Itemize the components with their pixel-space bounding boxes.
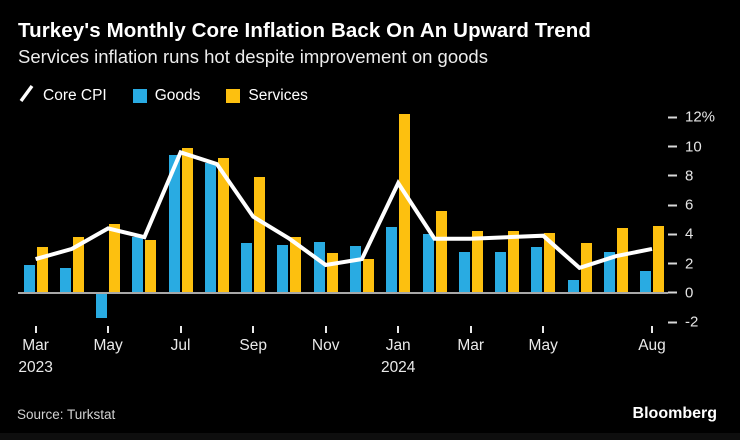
- y-axis: 12% 10 8 6 4 2 0 -2: [668, 109, 738, 342]
- y-axis-label--2: -2: [668, 314, 698, 331]
- goods-bar-dec-2023: [349, 246, 361, 293]
- goods-bar-oct-2023: [277, 244, 289, 293]
- y-axis-label-0: 0: [668, 284, 693, 301]
- legend: Core CPI Goods Services: [18, 84, 308, 107]
- y-axis-label-12: 12%: [668, 109, 715, 126]
- goods-bar-mar-2024: [458, 251, 470, 293]
- y-axis-label-10: 10: [668, 138, 702, 155]
- y-tick-mark: [668, 262, 677, 265]
- goods-bar-mar-2023: [23, 265, 35, 293]
- goods-bar-aug-2023: [204, 162, 216, 293]
- x-axis-label-mar: Mar: [22, 337, 49, 354]
- services-bar-may-2024: [544, 232, 556, 293]
- goods-bar-feb-2024: [422, 234, 434, 293]
- x-tick-mark: [34, 326, 37, 333]
- y-tick-mark: [668, 204, 677, 206]
- services-bar-aug-2024: [653, 225, 664, 293]
- x-tick-mark: [324, 326, 327, 333]
- core-cpi-line: [35, 149, 653, 271]
- y-axis-label-8: 8: [668, 167, 693, 184]
- x-axis-label-may: May: [93, 337, 123, 354]
- goods-bar-apr-2023: [59, 267, 71, 293]
- services-bar-mar-2023: [36, 247, 48, 293]
- x-axis-label-jan: Jan: [385, 337, 411, 354]
- y-tick-mark: [668, 233, 677, 236]
- services-bar-mar-2024: [471, 231, 483, 293]
- plot-area: [18, 110, 668, 322]
- x-axis-year-2023: 2023: [18, 359, 53, 376]
- goods-bar-jan-2024: [386, 227, 398, 293]
- zero-axis-line: [18, 291, 668, 294]
- goods-bar-apr-2024: [495, 251, 506, 293]
- y-axis-label-2: 2: [668, 255, 693, 272]
- legend-item-services: Services: [226, 87, 308, 105]
- x-tick-mark: [107, 326, 110, 333]
- legend-item-core-cpi: Core CPI: [18, 84, 107, 107]
- goods-bar-may-2023: [96, 292, 108, 318]
- x-axis-label-jul: Jul: [170, 337, 191, 354]
- goods-bar-jun-2023: [132, 237, 144, 293]
- services-bar-oct-2023: [290, 237, 302, 293]
- y-tick-mark: [668, 174, 677, 177]
- x-axis-label-nov: Nov: [311, 337, 340, 354]
- services-bar-feb-2024: [435, 210, 447, 293]
- goods-bar-jul-2023: [168, 155, 180, 293]
- x-axis-label-mar: Mar: [457, 337, 485, 354]
- services-bar-jul-2024: [616, 228, 628, 293]
- x-axis-label-aug: Aug: [638, 337, 666, 354]
- goods-bar-jun-2024: [567, 279, 579, 293]
- goods-swatch-icon: [132, 89, 147, 103]
- x-tick-mark: [651, 326, 653, 333]
- goods-bar-aug-2024: [640, 270, 651, 293]
- legend-label-goods: Goods: [154, 87, 201, 104]
- services-swatch-icon: [226, 89, 241, 103]
- services-bar-jan-2024: [399, 114, 411, 293]
- services-bar-apr-2023: [72, 237, 84, 293]
- x-tick-mark: [469, 326, 472, 333]
- goods-bar-may-2024: [531, 247, 543, 293]
- y-axis-label-4: 4: [668, 226, 693, 243]
- x-axis: Mar 2023 May Jul Sep Nov Jan 2024 Mar May Aug: [18, 322, 698, 392]
- chart-subtitle: Services inflation runs hot despite impr…: [18, 46, 488, 67]
- legend-label-services: Services: [248, 87, 308, 104]
- services-bar-aug-2023: [217, 158, 229, 293]
- legend-label-core-cpi: Core CPI: [43, 87, 107, 104]
- y-tick-mark: [668, 116, 677, 119]
- x-tick-mark: [252, 326, 255, 333]
- services-bar-apr-2024: [508, 231, 519, 293]
- y-tick-mark: [668, 145, 677, 148]
- services-bar-nov-2023: [326, 253, 338, 293]
- x-tick-mark: [179, 326, 182, 333]
- services-bar-may-2023: [109, 224, 121, 293]
- x-tick-mark: [397, 326, 400, 333]
- goods-bar-sep-2023: [241, 243, 253, 293]
- line-swatch-icon: [18, 84, 35, 107]
- source-note: Source: Turkstat: [17, 407, 116, 422]
- goods-bar-jul-2024: [603, 251, 615, 293]
- y-tick-mark: [668, 321, 677, 323]
- y-tick-mark: [668, 291, 677, 294]
- services-bar-jul-2023: [181, 148, 193, 293]
- chart-title: Turkey's Monthly Core Inflation Back On …: [18, 19, 592, 42]
- legend-item-goods: Goods: [132, 87, 201, 105]
- bottom-strip: [0, 433, 740, 440]
- x-tick-mark: [542, 326, 545, 333]
- services-bar-dec-2023: [362, 259, 374, 293]
- x-axis-label-may: May: [528, 337, 558, 354]
- x-axis-year-2024: 2024: [380, 359, 416, 376]
- services-bar-sep-2023: [254, 177, 266, 293]
- goods-bar-nov-2023: [313, 241, 325, 293]
- y-axis-label-6: 6: [668, 197, 693, 214]
- bloomberg-logo: Bloomberg: [632, 405, 717, 422]
- services-bar-jun-2023: [145, 240, 157, 293]
- x-axis-label-sep: Sep: [239, 337, 267, 354]
